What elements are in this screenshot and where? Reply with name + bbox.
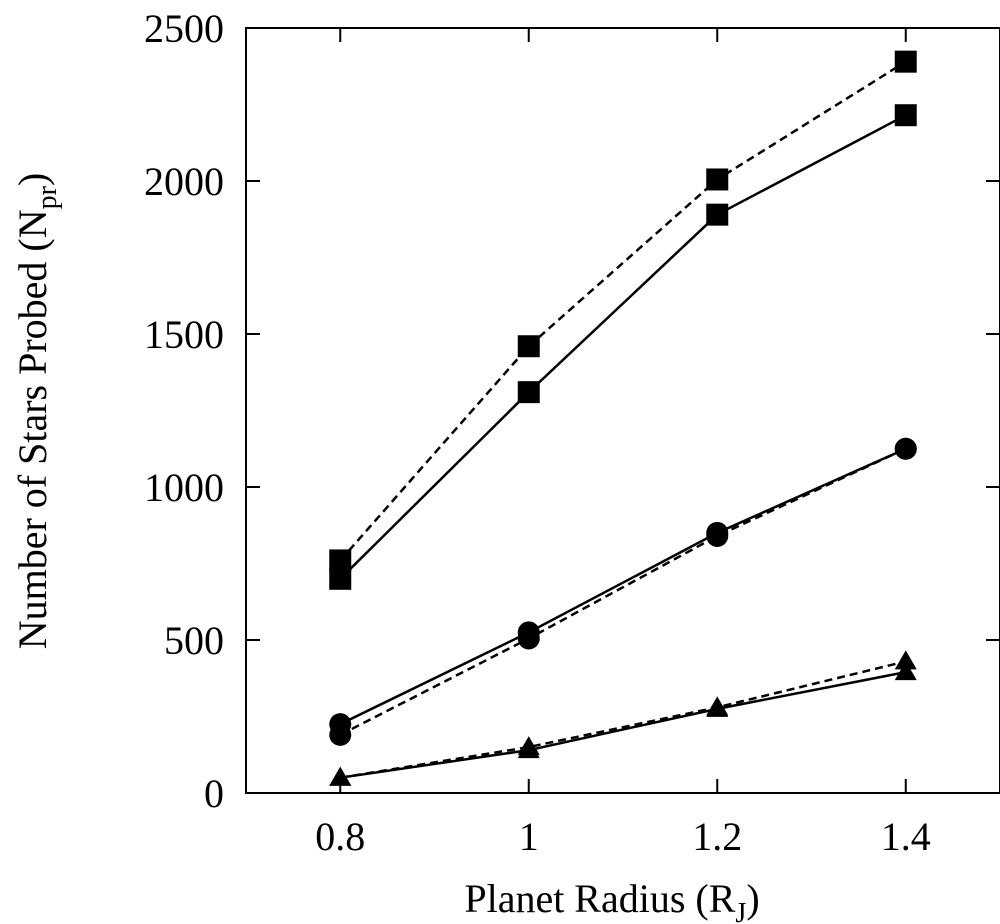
tick-labels: 0.8 1 1.2 1.4 0 500 1000 1500 2000 2500 xyxy=(144,6,931,859)
series-3-point-1 xyxy=(517,627,540,650)
series-5-point-2 xyxy=(706,697,729,717)
series-1-point-1 xyxy=(517,381,540,404)
series-1-point-3 xyxy=(894,104,917,127)
x-tick-label-1: 1 xyxy=(519,814,539,859)
series-0-point-2 xyxy=(706,168,729,191)
x-tick-label-0: 0.8 xyxy=(315,814,365,859)
y-axis-title: Number of Stars Probed (Npr) xyxy=(10,173,63,650)
series-3-point-3 xyxy=(894,437,917,460)
y-tick-label-3: 1500 xyxy=(144,312,224,357)
series-4-line xyxy=(340,660,907,779)
series-0-point-0 xyxy=(329,549,352,572)
series-5-point-0 xyxy=(329,766,352,786)
series-group xyxy=(329,50,917,786)
y-tick-label-4: 2000 xyxy=(144,159,224,204)
x-axis-title: Planet Radius (RJ) xyxy=(464,876,759,924)
y-tick-label-0: 0 xyxy=(204,771,224,816)
x-tick-label-2: 1.2 xyxy=(692,814,742,859)
series-1-point-2 xyxy=(706,203,729,226)
y-tick-label-1: 500 xyxy=(164,618,224,663)
series-0-point-3 xyxy=(894,50,917,73)
series-3-line xyxy=(339,447,907,736)
series-5-point-1 xyxy=(517,739,540,759)
x-tick-label-3: 1.4 xyxy=(881,814,931,859)
series-1-line xyxy=(339,114,907,580)
series-5-point-3 xyxy=(894,661,917,681)
series-1-point-0 xyxy=(329,567,352,590)
series-5-line xyxy=(340,670,906,779)
series-0-point-1 xyxy=(517,335,540,358)
series-3-point-0 xyxy=(329,723,352,746)
plot-frame xyxy=(245,27,1000,794)
axis-ticks xyxy=(246,27,1000,794)
series-3-point-2 xyxy=(706,524,729,547)
y-tick-label-2: 1000 xyxy=(144,465,224,510)
y-tick-label-5: 2500 xyxy=(144,6,224,51)
series-2-line xyxy=(339,447,907,726)
series-4-point-3 xyxy=(894,650,917,670)
